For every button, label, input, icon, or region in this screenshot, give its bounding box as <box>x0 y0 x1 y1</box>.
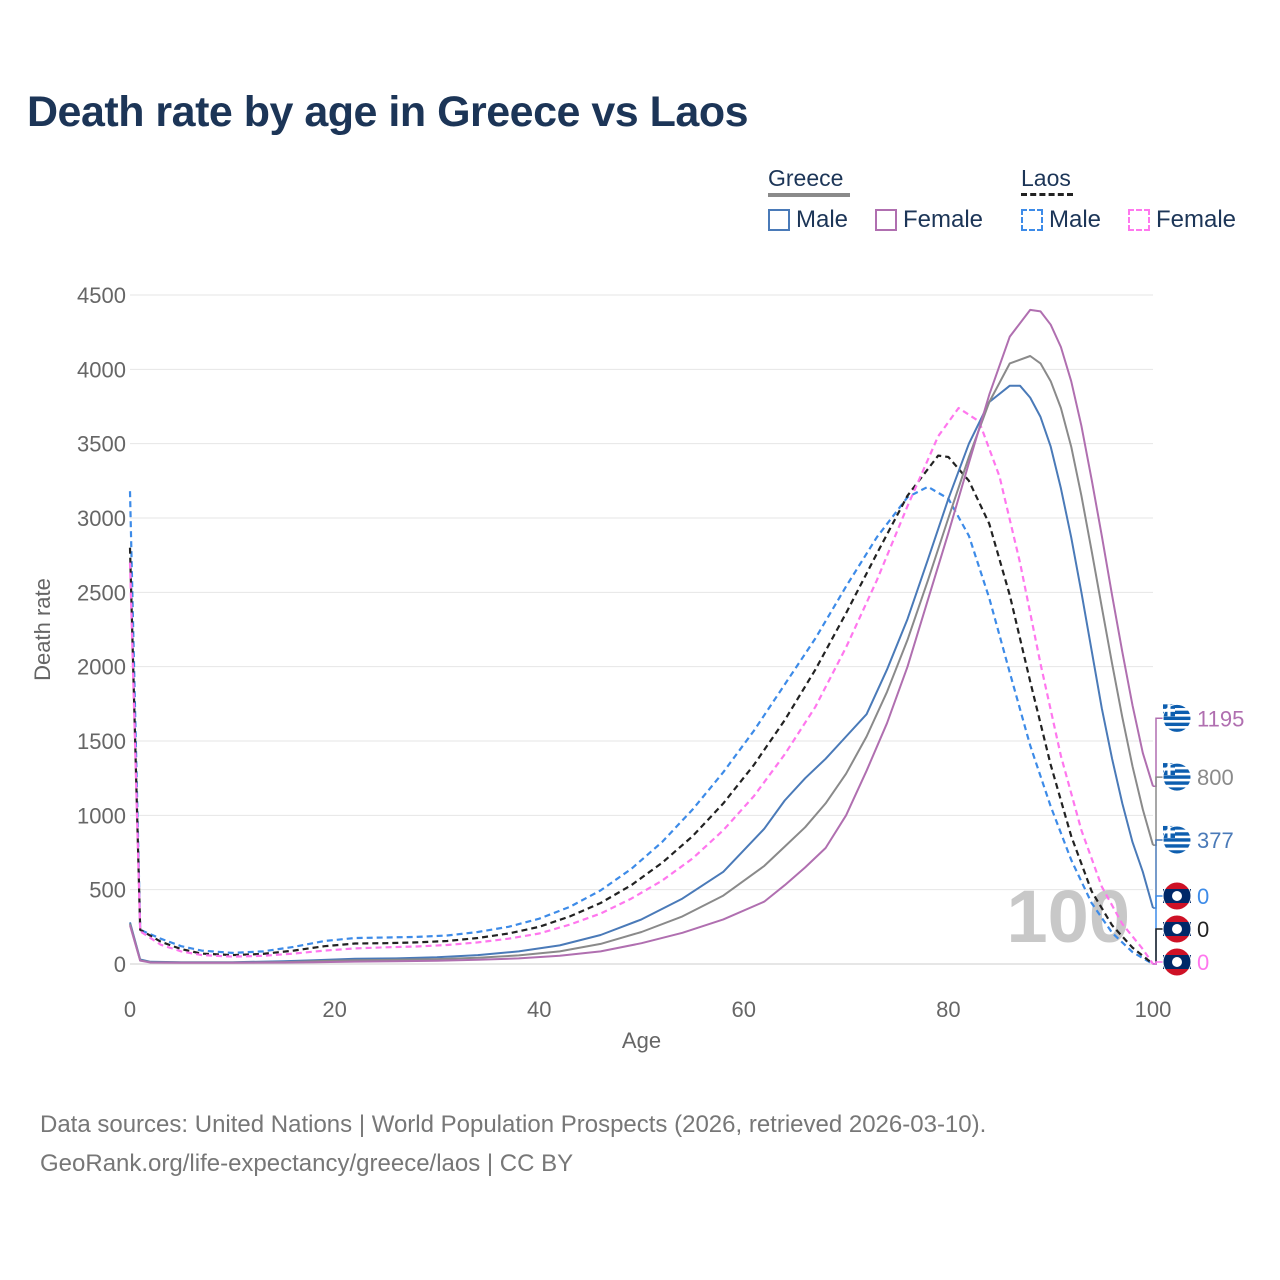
footer-source: Data sources: United Nations | World Pop… <box>40 1111 987 1138</box>
end-label-leader <box>1153 928 1163 965</box>
flag-rim <box>1162 762 1192 792</box>
greece-flag-icon <box>1162 825 1192 855</box>
flag-rim <box>1162 825 1192 855</box>
end-label-laos-both: 0 <box>1197 917 1209 942</box>
legend-group-laos-label: Laos <box>1021 165 1071 191</box>
legend-group-greece[interactable]: Greece <box>768 165 843 192</box>
flag-stripe <box>1163 772 1191 776</box>
flag-rim <box>1162 947 1192 977</box>
y-tick-label: 0 <box>114 952 126 977</box>
flag-moon <box>1172 891 1182 901</box>
flag-stripe <box>1163 778 1191 782</box>
y-tick-label: 4000 <box>77 357 126 382</box>
end-label-leader <box>1153 717 1163 788</box>
flag-stripe <box>1163 766 1191 770</box>
legend-swatch-greece-female <box>875 209 897 231</box>
flag-stripe <box>1163 847 1191 851</box>
end-label-laos-male: 0 <box>1197 884 1209 909</box>
legend-item-greece-male[interactable]: Male <box>768 206 848 234</box>
laos-flag-icon <box>1162 947 1192 977</box>
series-line-laos-female[interactable] <box>128 406 1154 965</box>
legend-swatch-laos-female <box>1128 209 1150 231</box>
y-tick-label: 3500 <box>77 432 126 457</box>
y-tick-label: 4500 <box>77 283 126 308</box>
flag-cross-horizontal <box>1163 767 1175 771</box>
flag-stripe <box>1163 835 1191 839</box>
chart-title: Death rate by age in Greece vs Laos <box>27 88 749 136</box>
end-label-greece-both: 800 <box>1197 765 1234 790</box>
y-tick-label: 1000 <box>77 803 126 828</box>
end-label-leader <box>1153 895 1163 965</box>
legend-label-laos-male: Male <box>1049 206 1102 233</box>
legend-label-greece-male: Male <box>796 206 849 233</box>
flag-cross-horizontal <box>1163 830 1175 834</box>
series-line-greece-female[interactable] <box>129 308 1154 964</box>
greece-flag-icon <box>1162 703 1192 733</box>
footer-link: GeoRank.org/life-expectancy/greece/laos … <box>40 1150 574 1177</box>
flag-stripe <box>1163 708 1191 711</box>
watermark-year: 100 <box>1007 875 1130 958</box>
end-label-laos-female: 0 <box>1197 950 1209 975</box>
legend-group-greece-label: Greece <box>768 165 844 191</box>
end-label-leader <box>1153 776 1163 846</box>
flag-rim <box>1162 703 1192 733</box>
x-axis-label: Age <box>622 1028 661 1053</box>
series-line-laos-male[interactable] <box>128 485 1154 965</box>
flag-rim <box>1162 881 1192 911</box>
flag-stripe <box>1163 784 1191 788</box>
end-label-leader <box>1153 961 1163 965</box>
flag-stripe <box>1163 841 1191 845</box>
legend-group-laos[interactable]: Laos <box>1021 165 1071 192</box>
legend-group-laos-line <box>1021 193 1073 196</box>
line-chart: 100 050010001500200025003000350040004500… <box>30 283 1244 1053</box>
legend-swatch-greece-male <box>768 209 790 231</box>
legend-label-laos-female: Female <box>1156 206 1237 233</box>
end-label-greece-male: 377 <box>1197 828 1234 853</box>
series-line-greece-male[interactable] <box>129 384 1154 964</box>
laos-flag-icon <box>1162 881 1192 911</box>
y-tick-label: 2000 <box>77 655 126 680</box>
x-tick-label: 80 <box>936 997 960 1022</box>
legend-swatch-laos-male <box>1021 209 1043 231</box>
y-tick-label: 2500 <box>77 580 126 605</box>
flag-moon <box>1172 957 1182 967</box>
legend: Greece Laos Male Female Male Female <box>0 0 1280 260</box>
y-tick-label: 1500 <box>77 729 126 754</box>
x-tick-label: 40 <box>527 997 551 1022</box>
y-tick-label: 500 <box>89 878 126 903</box>
flag-stripe <box>1163 829 1191 833</box>
flag-stripe <box>1163 726 1191 729</box>
end-label-leader <box>1153 839 1163 909</box>
x-tick-label: 100 <box>1135 997 1172 1022</box>
flag-stripe <box>1163 714 1191 717</box>
series-line-laos-both[interactable] <box>128 454 1154 965</box>
x-tick-label: 0 <box>124 997 136 1022</box>
legend-item-greece-female[interactable]: Female <box>875 206 983 234</box>
y-axis-label: Death rate <box>30 578 55 681</box>
legend-label-greece-female: Female <box>903 206 984 233</box>
flag-cross-horizontal <box>1163 708 1175 712</box>
y-tick-label: 3000 <box>77 506 126 531</box>
laos-flag-icon <box>1162 914 1192 944</box>
flag-moon <box>1172 924 1182 934</box>
greece-flag-icon <box>1162 762 1192 792</box>
flag-stripe <box>1163 720 1191 723</box>
x-tick-label: 20 <box>322 997 346 1022</box>
footer: Data sources: United Nations | World Pop… <box>40 1105 986 1183</box>
legend-item-laos-male[interactable]: Male <box>1021 206 1101 234</box>
end-label-greece-female: 1195 <box>1197 706 1244 731</box>
x-tick-label: 60 <box>732 997 756 1022</box>
legend-group-greece-line <box>768 193 850 197</box>
legend-item-laos-female[interactable]: Female <box>1128 206 1236 234</box>
flag-rim <box>1162 914 1192 944</box>
series-line-greece-both[interactable] <box>129 355 1154 964</box>
